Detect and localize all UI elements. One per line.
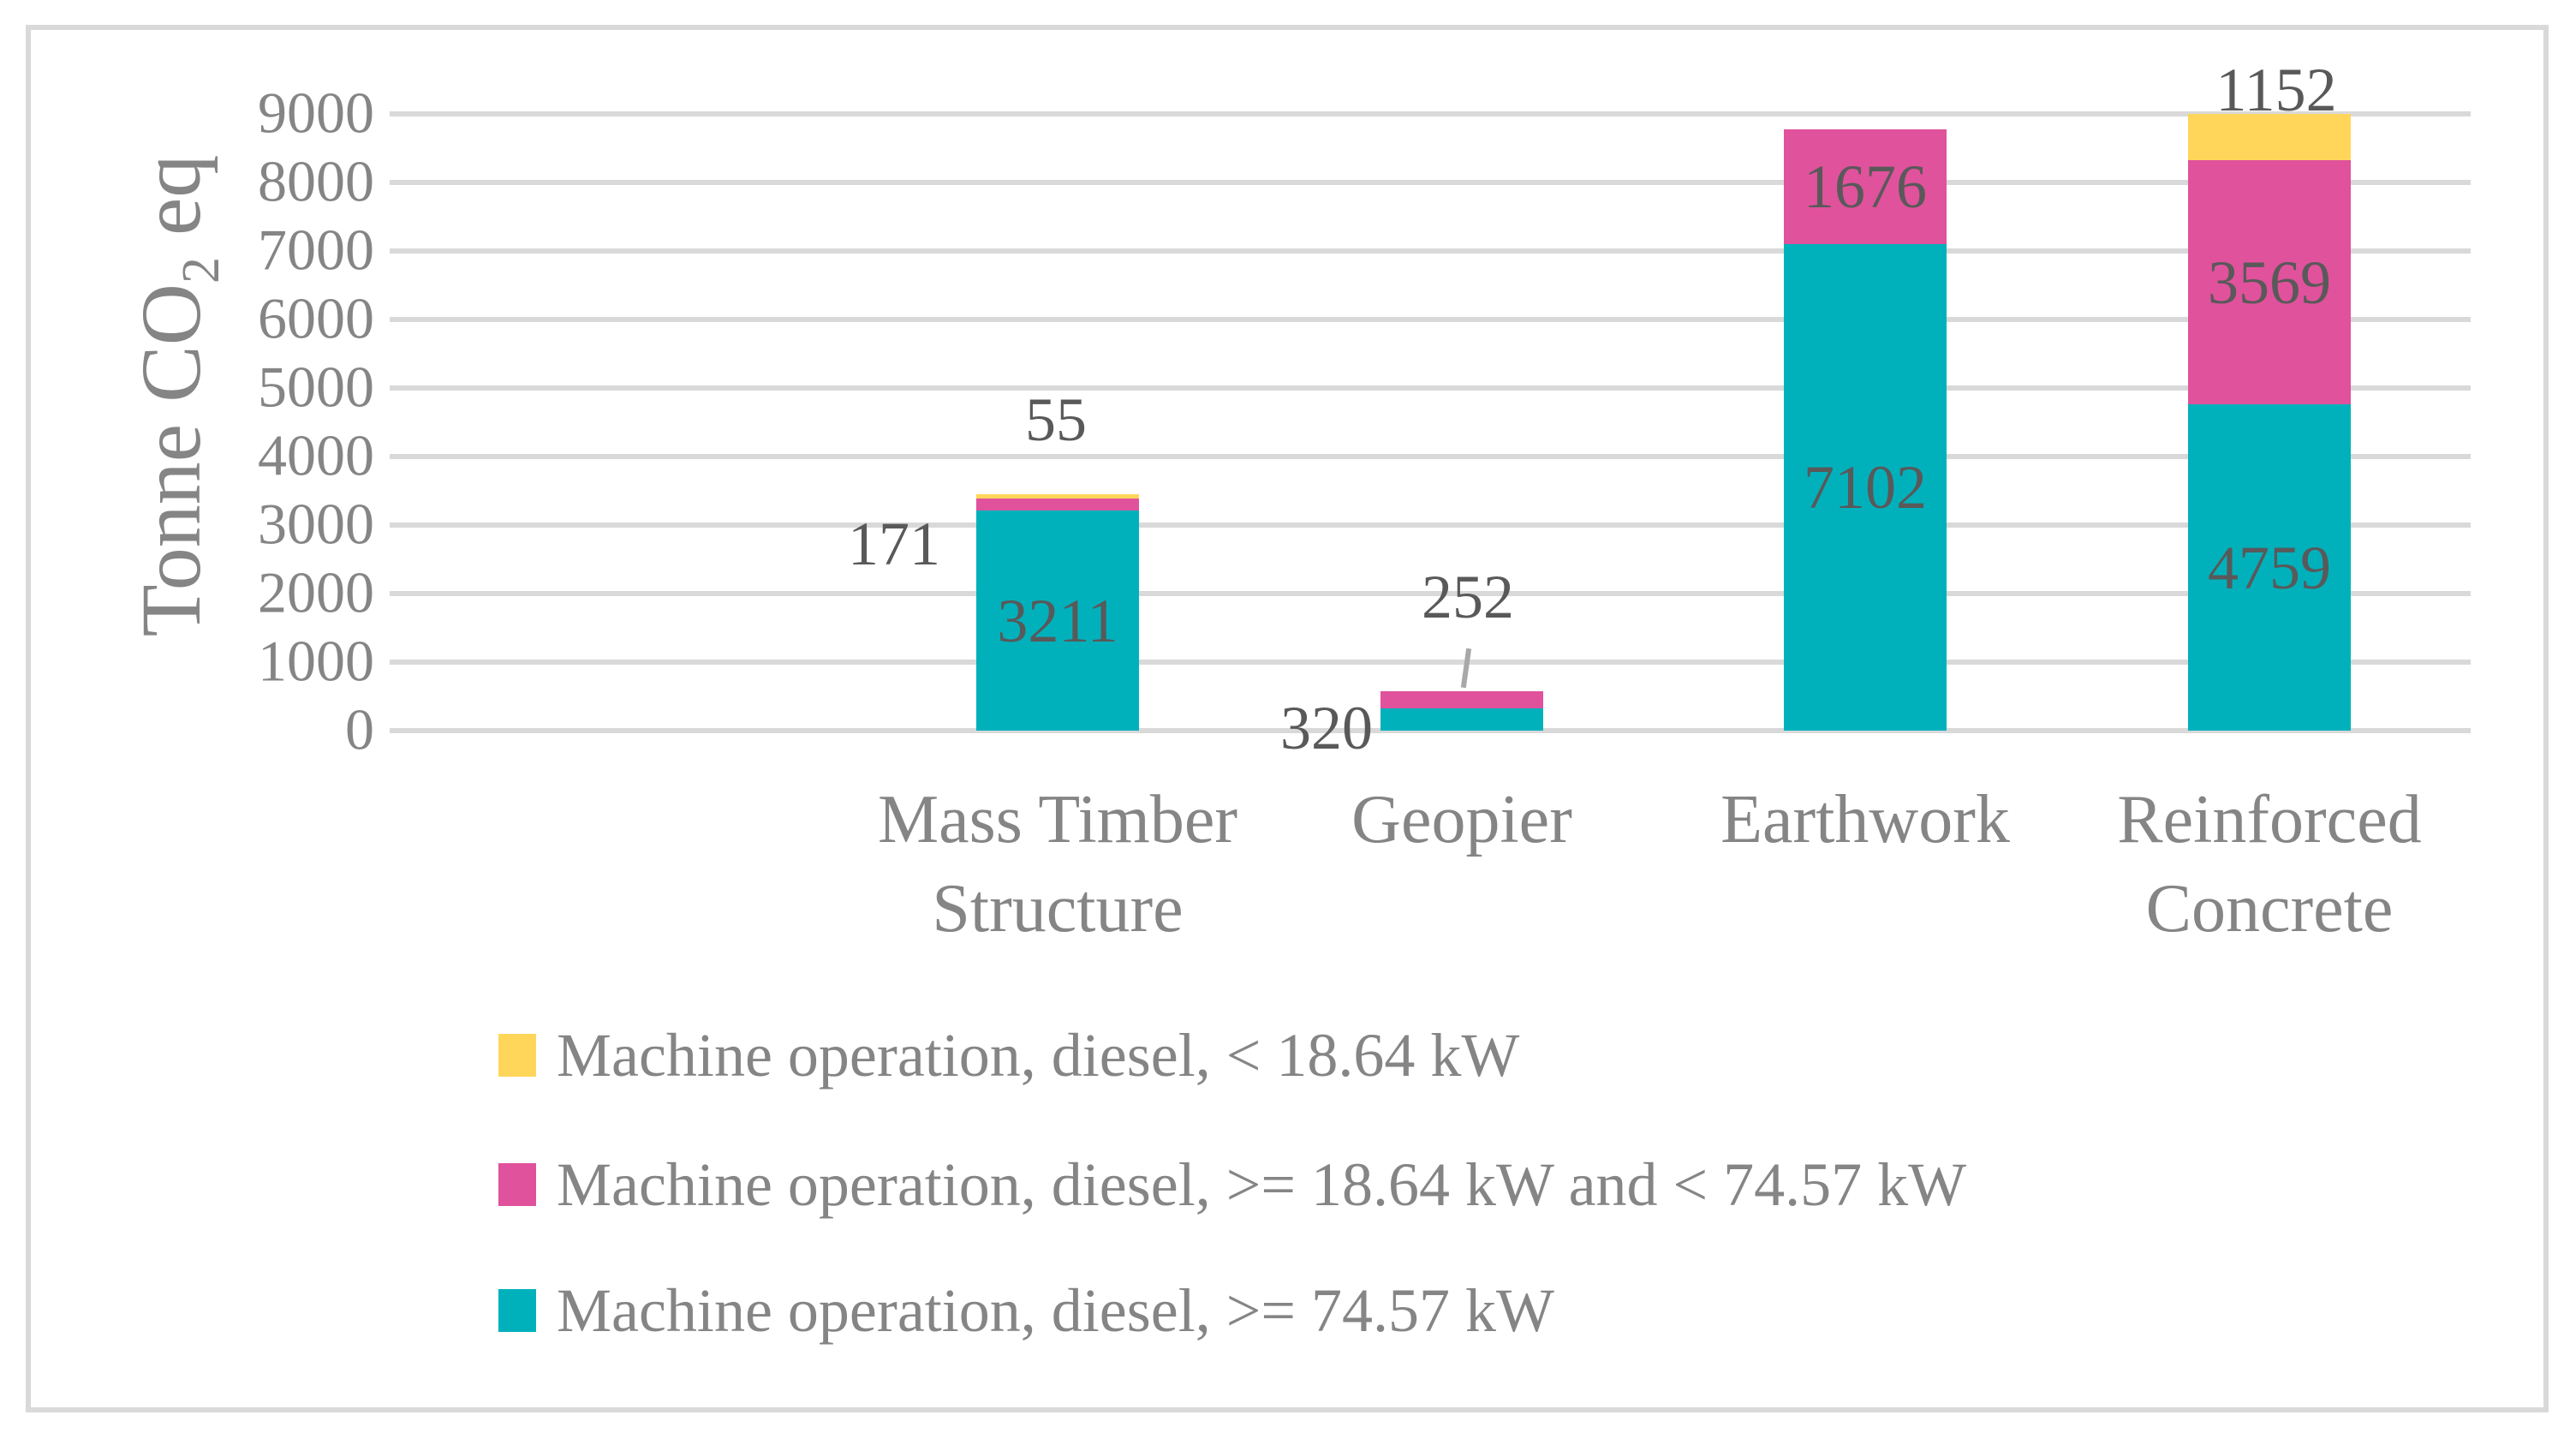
bar-segment [976,511,1139,731]
legend-color-swatch [498,1034,536,1077]
data-label: 1152 [2215,56,2337,124]
bar-segment [1380,691,1543,709]
category-label: Geopier [1351,775,1572,864]
category-label-line: Concrete [2145,871,2394,946]
y-tick-label: 1000 [258,628,374,694]
data-label: 1676 [1804,152,1927,221]
data-label: 252 [1422,563,1514,632]
bar-segment [2188,114,2351,160]
category-label-line: Reinforced [2117,782,2422,857]
data-label: 3569 [2208,248,2331,317]
category-label: Mass Timber Structure [878,775,1237,953]
bar-segment [1380,708,1543,731]
gridline [390,180,2471,185]
category-label-line: Mass Timber [877,782,1238,857]
bar-segment [1784,128,1947,244]
category-label-line: Earthwork [1720,782,2010,857]
y-tick-label: 6000 [258,285,374,351]
y-tick-label: 9000 [258,80,374,146]
category-label: Reinforced Concrete [2117,775,2421,953]
legend-color-swatch [498,1289,536,1332]
legend-label: Machine operation, diesel, >= 74.57 kW [557,1276,1554,1345]
bar-segment [2188,404,2351,731]
gridline [390,522,2471,528]
gridline [390,660,2471,665]
gridline [390,248,2471,254]
gridline [390,111,2471,116]
data-label: 55 [1025,385,1087,455]
legend-color-swatch [498,1163,536,1206]
y-tick-label: 7000 [258,217,374,283]
bar-segment [976,499,1139,511]
data-label: 3211 [997,586,1118,655]
legend-label: Machine operation, diesel, < 18.64 kW [557,1021,1520,1090]
data-label: 7102 [1804,452,1927,522]
bar-segment [1784,243,1947,731]
gridline [390,317,2471,322]
legend-label: Machine operation, diesel, >= 18.64 kW a… [557,1150,1967,1219]
gridline [390,728,2471,733]
bar-segment [976,494,1139,499]
category-label-line: Structure [932,871,1184,946]
y-tick-label: 2000 [258,559,374,625]
gridline [390,591,2471,596]
data-label: 4759 [2208,533,2331,602]
category-label-line: Geopier [1351,782,1572,857]
category-label: Earthwork [1720,775,2010,864]
y-tick-label: 3000 [258,491,374,557]
bar-segment [2188,159,2351,405]
data-label: 171 [848,510,940,579]
y-tick-label: 4000 [258,422,374,488]
y-tick-label: 0 [345,696,374,762]
data-label: 320 [1280,694,1373,763]
figure-border [26,25,2549,1412]
gridline [390,454,2471,459]
gridline [390,385,2471,391]
y-tick-label: 5000 [258,354,374,420]
y-tick-label: 8000 [258,148,374,214]
